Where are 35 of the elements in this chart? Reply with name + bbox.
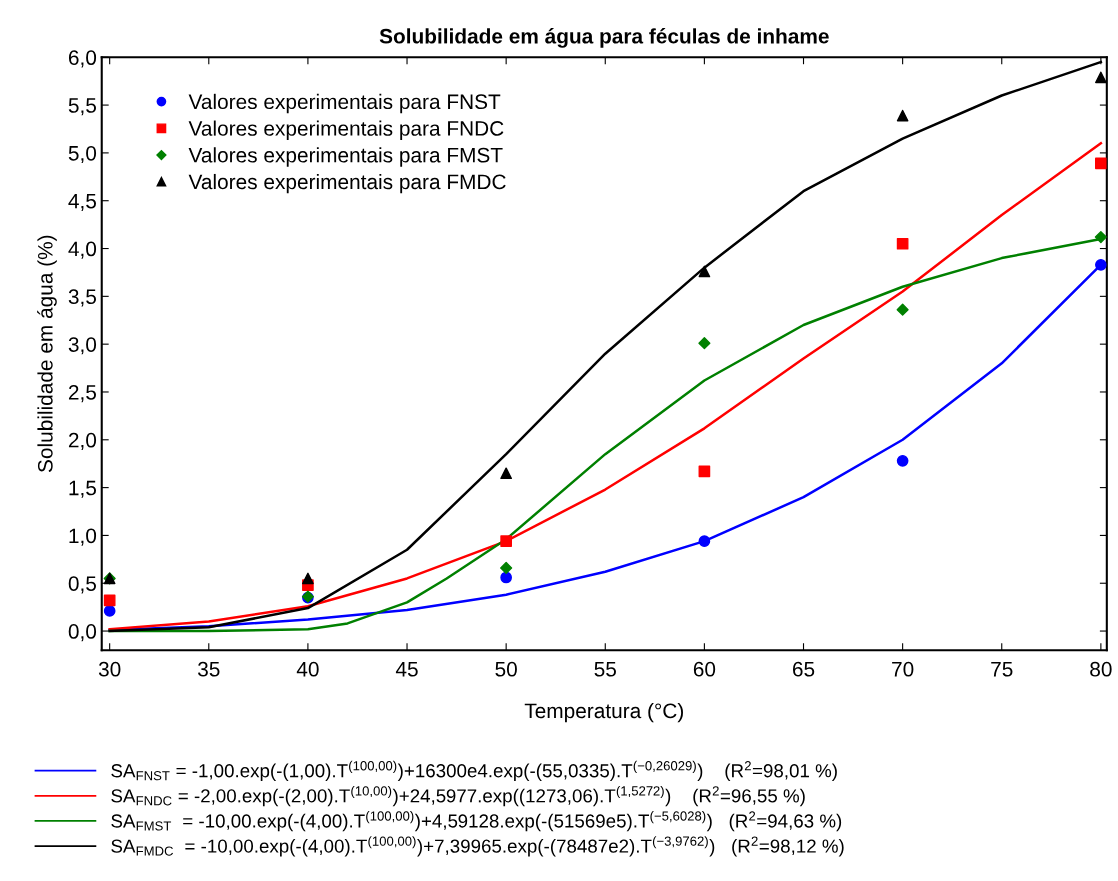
text: SA$_{FNST}$ = -1,00.exp(-(1,00).T$^{(100,00)}$)+16300e4.exp(-(55,0335).T$^{(−0,26029)}$) (R$^{2}$=98,01 %) — [111, 760, 837, 782]
text: SA$_{FNDC}$ = -2,00.exp(-(2,00).T$^{(10,00)}$)+24,5977.exp((1273,06).T$^{(1,5272)}$) (R$^{2}$=96,55 %) — [111, 785, 805, 807]
x-tick-label: 30 — [98, 661, 121, 677]
y-tick-label: 5,0 — [68, 145, 97, 164]
y-axis-title: Solubilidade em água (%) — [37, 235, 57, 473]
legend-label: Valores experimentais para FNDC — [188, 120, 504, 140]
y-tick-label: 4,5 — [68, 193, 97, 211]
x-tick-label: 40 — [296, 661, 319, 677]
y-tick-label: 2,0 — [68, 432, 97, 450]
y-tick-label: 0,0 — [68, 624, 97, 642]
text: SA$_{FMST}$ = -10,00.exp(-(4,00).T$^{(100,00)}$)+4,59128.exp(-(51569e5).T$^{(−5,6028)}$) (R$^{2}$=94,63 %) — [111, 811, 842, 832]
y-tick-label: 2,5 — [68, 384, 97, 403]
y-tick-label: 0,5 — [68, 576, 97, 594]
y-tick-label: 5,5 — [68, 98, 97, 116]
x-tick-label: 35 — [198, 661, 220, 677]
x-tick-label: 45 — [395, 662, 418, 677]
x-tick-label: 60 — [693, 661, 716, 677]
x-tick-label: 80 — [1090, 661, 1112, 677]
x-tick-label: 70 — [892, 661, 914, 677]
x-tick-label: 50 — [495, 661, 517, 677]
y-tick-label: 6,0 — [68, 50, 97, 68]
x-axis-title: Temperatura (°C) — [524, 702, 683, 723]
y-tick-label: 1,0 — [69, 528, 97, 546]
legend-label: Valores experimentais para FNST — [188, 93, 501, 114]
y-tick-label: 3,0 — [68, 337, 97, 355]
x-tick-label: 75 — [991, 662, 1013, 677]
legend-label: Valores experimentais para FMDC — [188, 173, 506, 194]
text: SA$_{FMDC}$ = -10,00.exp(-(4,00).T$^{(100,00)}$)+7,39965.exp(-(78487e2).T$^{(−3,9762)}$) (R$^{2}$=98,12 %) — [111, 836, 844, 857]
legend-label: Valores experimentais para FMST — [188, 147, 503, 167]
x-tick-label: 65 — [792, 661, 815, 677]
chart-title: Solubilidade em água para féculas de inhame — [379, 28, 829, 48]
y-tick-label: 1,5 — [69, 480, 97, 498]
y-tick-label: 4,0 — [68, 241, 97, 259]
y-tick-label: 3,5 — [68, 289, 97, 307]
x-tick-label: 55 — [594, 662, 616, 677]
